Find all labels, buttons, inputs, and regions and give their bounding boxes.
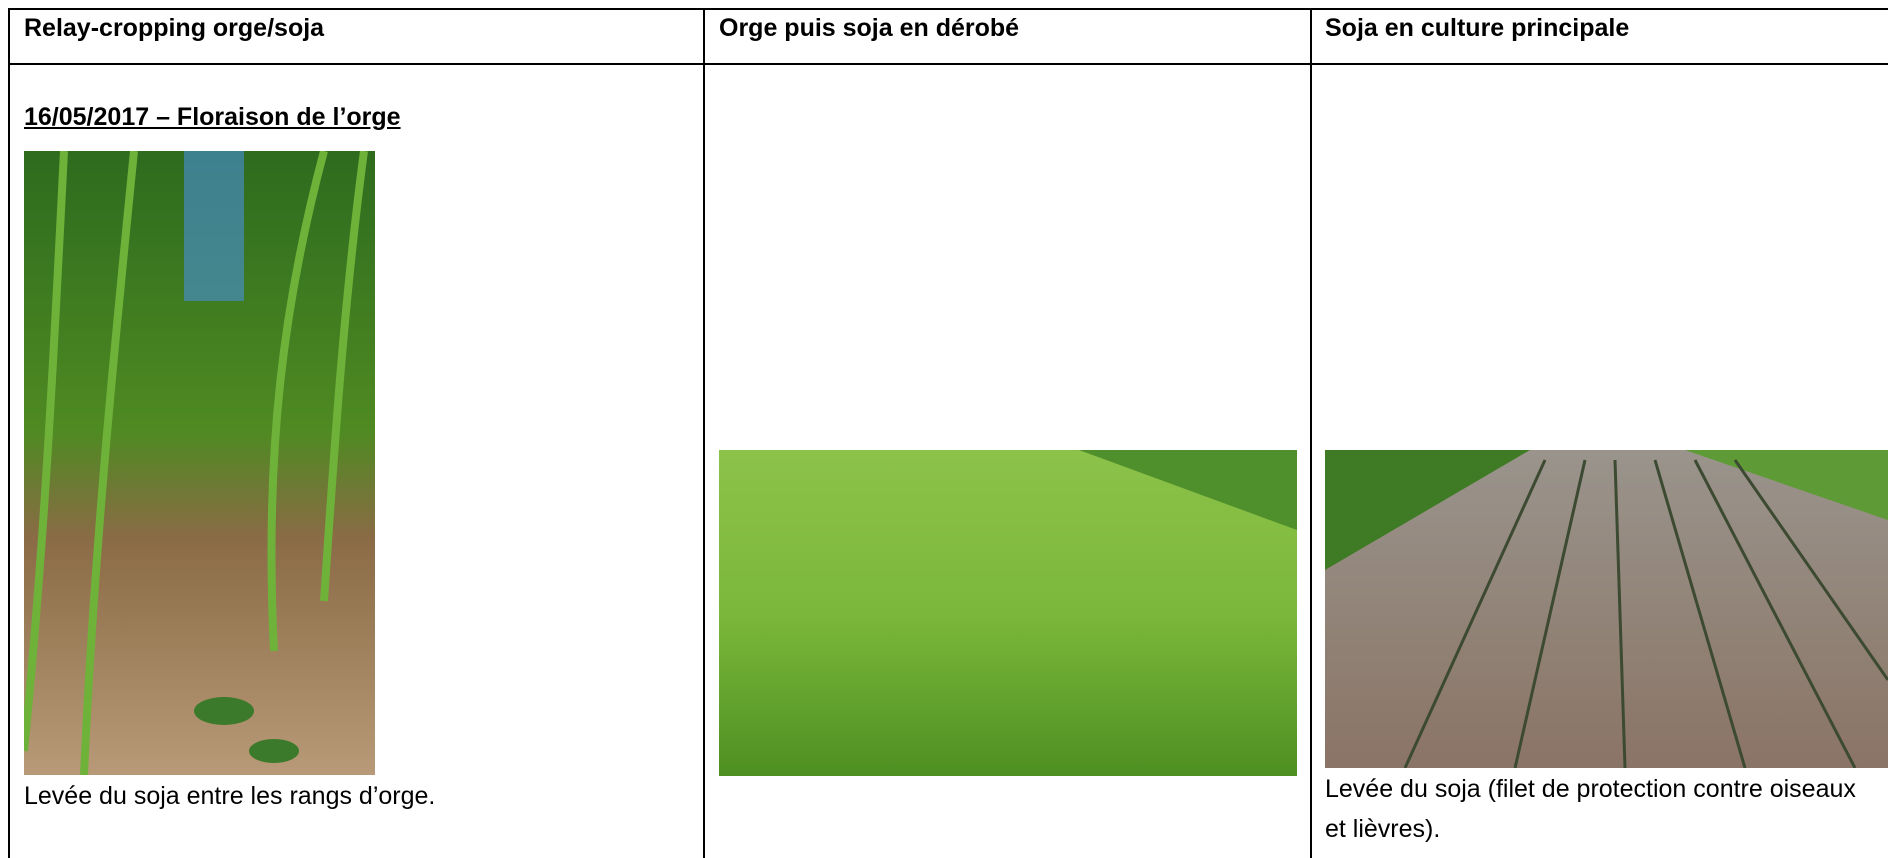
cell-caption: Levée du soja entre les rangs d’orge. (24, 782, 436, 810)
border (8, 63, 1888, 65)
cell-caption: Levée du soja (filet de protection contr… (1325, 775, 1856, 843)
header-cell: Soja en culture principale (1325, 14, 1630, 42)
border (8, 8, 1888, 10)
photo-soy-netted (1325, 450, 1888, 768)
photo-barley-field (719, 450, 1297, 776)
cell-heading: 16/05/2017 – Floraison de l’orge (24, 103, 401, 131)
border (703, 8, 705, 858)
border (8, 8, 10, 858)
header-cell: Relay-cropping orge/soja (24, 14, 325, 42)
photo-barley-row (24, 151, 375, 775)
header-cell: Orge puis soja en dérobé (719, 14, 1020, 42)
border (1310, 8, 1312, 858)
